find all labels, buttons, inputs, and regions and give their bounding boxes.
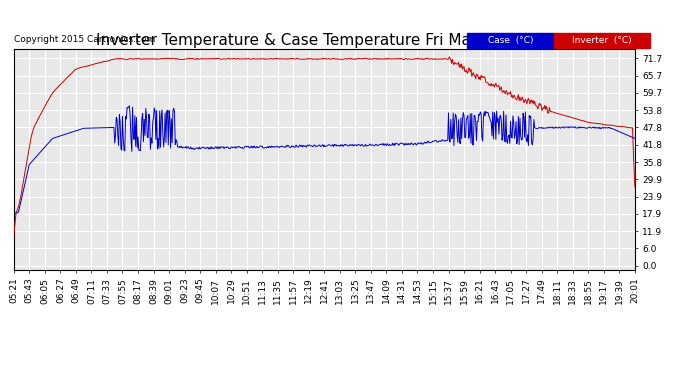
Bar — [467, 33, 554, 48]
Bar — [554, 33, 651, 48]
Text: Case  (°C): Case (°C) — [488, 36, 533, 45]
Text: Copyright 2015 Cartronics.com: Copyright 2015 Cartronics.com — [14, 35, 155, 44]
Title: Inverter Temperature & Case Temperature Fri May 22 20:12: Inverter Temperature & Case Temperature … — [96, 33, 553, 48]
Text: Inverter  (°C): Inverter (°C) — [573, 36, 632, 45]
